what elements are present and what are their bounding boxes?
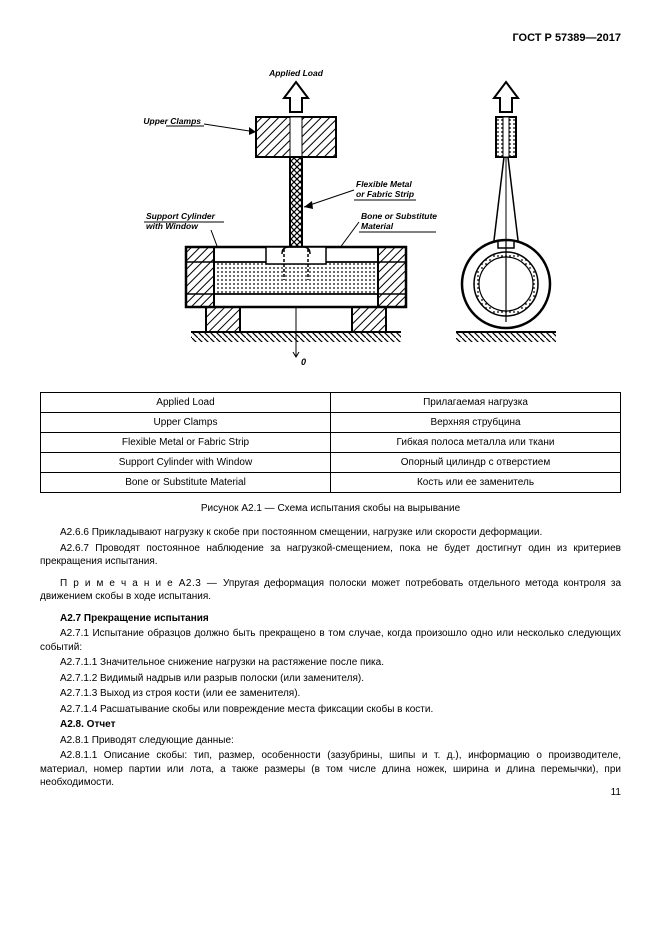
document-page: ГОСТ Р 57389—2017 <box>0 0 661 812</box>
side-view <box>456 82 556 342</box>
label-bone-l2: Material <box>361 221 394 231</box>
cell-ru: Гибкая полоса металла или ткани <box>331 433 621 453</box>
label-applied-load: Applied Load <box>268 68 324 78</box>
strip <box>290 157 302 257</box>
label-bone-l1: Bone or Substitute <box>361 211 437 221</box>
cell-en: Bone or Substitute Material <box>41 473 331 493</box>
load-arrow <box>284 82 308 112</box>
doc-id: ГОСТ Р 57389—2017 <box>512 32 621 44</box>
para-a281: А2.8.1 Приводят следующие данные: <box>40 734 621 748</box>
para-a2811: А2.8.1.1 Описание скобы: тип, размер, ос… <box>40 749 621 790</box>
diagram-svg: Applied Load Upper Clamps Flexible Metal… <box>96 62 566 372</box>
terms-table: Applied Load Прилагаемая нагрузка Upper … <box>40 392 621 493</box>
para-a266: А2.6.6 Прикладывают нагрузку к скобе при… <box>40 526 621 540</box>
para-a2711: А2.7.1.1 Значительное снижение нагрузки … <box>40 656 621 670</box>
para-a267: А2.6.7 Проводят постоянное наблюдение за… <box>40 542 621 569</box>
cell-en: Flexible Metal or Fabric Strip <box>41 433 331 453</box>
para-a2714: А2.7.1.4 Расшатывание скобы или поврежде… <box>40 703 621 717</box>
body-text: А2.6.6 Прикладывают нагрузку к скобе при… <box>40 526 621 790</box>
doc-header: ГОСТ Р 57389—2017 <box>40 32 621 44</box>
front-view: Applied Load Upper Clamps Flexible Metal… <box>143 68 437 367</box>
sec-a28-title: А2.8. Отчет <box>40 718 621 732</box>
table-row: Bone or Substitute Material Кость или ее… <box>41 473 621 493</box>
label-flexible-strip-l1: Flexible Metal <box>356 179 412 189</box>
sec-a27-title: А2.7 Прекращение испытания <box>40 612 621 626</box>
label-flexible-strip-l2: or Fabric Strip <box>356 189 414 199</box>
note-a23: П р и м е ч а н и е А2.3 — Упругая дефор… <box>40 577 621 604</box>
table-row: Applied Load Прилагаемая нагрузка <box>41 393 621 413</box>
label-zero: 0 <box>301 357 306 367</box>
label-upper-clamps: Upper Clamps <box>143 116 201 126</box>
cell-en: Applied Load <box>41 393 331 413</box>
cell-ru: Опорный цилиндр с отверстием <box>331 453 621 473</box>
label-support-cyl-l1: Support Cylinder <box>146 211 216 221</box>
para-a271: А2.7.1 Испытание образцов должно быть пр… <box>40 627 621 654</box>
para-a2713: А2.7.1.3 Выход из строя кости (или ее за… <box>40 687 621 701</box>
table-row: Upper Clamps Верхняя струбцина <box>41 413 621 433</box>
page-number: 11 <box>611 787 621 798</box>
bone-material <box>214 262 378 294</box>
figure-a2-1: Applied Load Upper Clamps Flexible Metal… <box>40 62 621 372</box>
figure-caption: Рисунок А2.1 — Схема испытания скобы на … <box>40 503 621 514</box>
table-row: Support Cylinder with Window Опорный цил… <box>41 453 621 473</box>
para-a2712: А2.7.1.2 Видимый надрыв или разрыв полос… <box>40 672 621 686</box>
cell-en: Upper Clamps <box>41 413 331 433</box>
cell-en: Support Cylinder with Window <box>41 453 331 473</box>
cell-ru: Прилагаемая нагрузка <box>331 393 621 413</box>
cell-ru: Кость или ее заменитель <box>331 473 621 493</box>
cell-ru: Верхняя струбцина <box>331 413 621 433</box>
table-row: Flexible Metal or Fabric Strip Гибкая по… <box>41 433 621 453</box>
